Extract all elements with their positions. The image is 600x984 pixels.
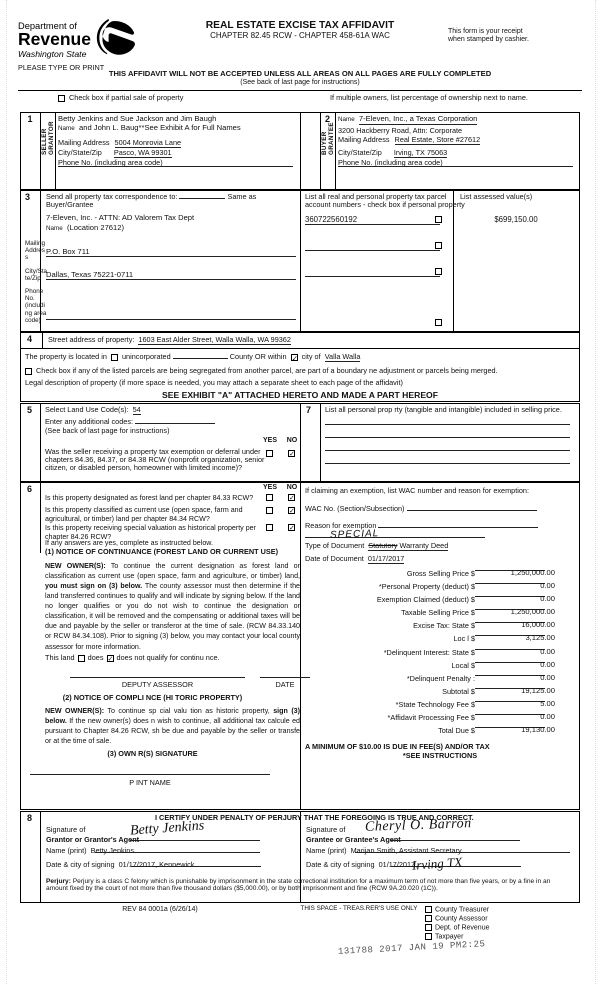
svg-text:Washington State: Washington State <box>18 49 87 59</box>
svg-text:Revenue: Revenue <box>18 29 91 49</box>
